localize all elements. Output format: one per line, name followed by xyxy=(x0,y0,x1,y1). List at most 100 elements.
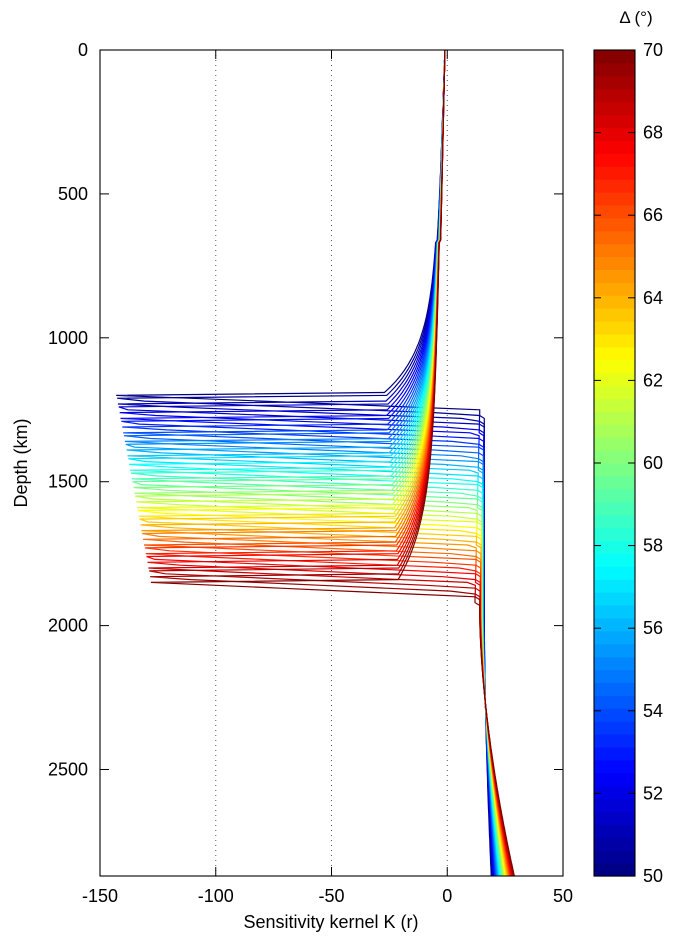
colorbar-tick-label: 70 xyxy=(643,40,663,60)
colorbar-band xyxy=(594,62,635,77)
colorbar-tick-label: 68 xyxy=(643,123,663,143)
colorbar-band xyxy=(594,540,635,554)
colorbar-band xyxy=(594,114,635,129)
colorbar-tick-label: 54 xyxy=(643,701,663,721)
colorbar-band xyxy=(594,501,635,516)
colorbar-band xyxy=(594,811,635,825)
kernel-curve xyxy=(143,50,510,876)
colorbar-band xyxy=(594,837,635,851)
colorbar-band xyxy=(594,579,635,593)
x-tick-label: 50 xyxy=(553,886,573,906)
colorbar-band xyxy=(594,295,635,309)
kernel-curve xyxy=(149,50,514,876)
colorbar-band xyxy=(594,88,635,103)
x-tick-label: 0 xyxy=(442,886,452,906)
colorbar-band xyxy=(594,398,635,412)
kernel-curve xyxy=(145,50,512,876)
kernel-curve xyxy=(142,50,510,876)
y-tick-label: 0 xyxy=(78,40,88,60)
colorbar-band xyxy=(594,282,635,296)
colorbar-band xyxy=(594,243,635,258)
colorbar-band xyxy=(594,256,635,271)
kernel-curves xyxy=(116,50,515,876)
kernel-curve xyxy=(143,50,511,876)
colorbar-tick-label: 58 xyxy=(643,536,663,556)
y-tick-label: 2000 xyxy=(48,616,88,636)
colorbar-band xyxy=(594,75,635,90)
x-tick-label: -50 xyxy=(318,886,344,906)
x-tick-label: -100 xyxy=(198,886,234,906)
colorbar-band xyxy=(594,127,635,141)
colorbar-band xyxy=(594,566,635,580)
y-tick-label: 1500 xyxy=(48,472,88,492)
x-axis-label: Sensitivity kernel K (r) xyxy=(243,912,418,932)
colorbar-band xyxy=(594,230,635,245)
colorbar-band xyxy=(594,488,635,503)
colorbar-band xyxy=(594,553,635,567)
y-tick-label: 500 xyxy=(58,184,88,204)
colorbar-band xyxy=(594,269,635,283)
y-axis-label: Depth (km) xyxy=(11,418,31,507)
colorbar-band xyxy=(594,798,635,813)
colorbar-tick-label: 66 xyxy=(643,205,663,225)
x-tick-label: -150 xyxy=(82,886,118,906)
colorbar-tick-label: 60 xyxy=(643,453,663,473)
colorbar-band xyxy=(594,617,635,632)
colorbar-band xyxy=(594,101,635,116)
kernel-curve xyxy=(150,50,515,876)
colorbar-band xyxy=(594,682,635,696)
colorbar-band xyxy=(594,50,635,64)
colorbar-band xyxy=(594,514,635,529)
colorbar-label: Δ (°) xyxy=(619,8,652,27)
colorbar-band xyxy=(594,450,635,464)
kernel-curve xyxy=(147,50,513,876)
colorbar-band xyxy=(594,863,635,877)
colorbar-band xyxy=(594,656,635,671)
colorbar-band xyxy=(594,643,635,658)
colorbar-tick-label: 52 xyxy=(643,783,663,803)
colorbar-band xyxy=(594,346,635,361)
colorbar-band xyxy=(594,824,635,838)
y-tick-label: 2500 xyxy=(48,760,88,780)
colorbar-band xyxy=(594,527,635,542)
kernel-curve xyxy=(141,50,509,876)
colorbar-band xyxy=(594,411,635,425)
colorbar-band xyxy=(594,746,635,761)
kernel-curve xyxy=(148,50,514,876)
colorbar-band xyxy=(594,140,635,154)
colorbar-tick-label: 56 xyxy=(643,618,663,638)
colorbar-band xyxy=(594,166,635,180)
colorbar-band xyxy=(594,385,635,400)
colorbar-band xyxy=(594,708,635,722)
colorbar-band xyxy=(594,179,635,193)
colorbar-band xyxy=(594,695,635,709)
colorbar-band xyxy=(594,475,635,490)
colorbar-band xyxy=(594,734,635,748)
y-tick-label: 1000 xyxy=(48,328,88,348)
colorbar-band xyxy=(594,359,635,374)
colorbar-band xyxy=(594,204,635,219)
colorbar-band xyxy=(594,785,635,800)
kernel-curve xyxy=(144,50,511,876)
colorbar-band xyxy=(594,333,635,348)
colorbar-tick-label: 62 xyxy=(643,370,663,390)
colorbar-band xyxy=(594,721,635,735)
colorbar-band xyxy=(594,372,635,387)
colorbar-band xyxy=(594,424,635,438)
colorbar-tick-label: 64 xyxy=(643,288,663,308)
colorbar-band xyxy=(594,437,635,451)
colorbar-band xyxy=(594,850,635,864)
colorbar-band xyxy=(594,153,635,167)
kernel-curve xyxy=(146,50,513,876)
colorbar-band xyxy=(594,759,635,774)
colorbar-band xyxy=(594,630,635,645)
colorbar-band xyxy=(594,308,635,322)
colorbar-band xyxy=(594,217,635,232)
colorbar-band xyxy=(594,463,635,477)
colorbar: 50 52 54 56 58 60 62 64 66 68 70 xyxy=(593,40,663,886)
colorbar-band xyxy=(594,321,635,335)
colorbar-band xyxy=(594,669,635,684)
